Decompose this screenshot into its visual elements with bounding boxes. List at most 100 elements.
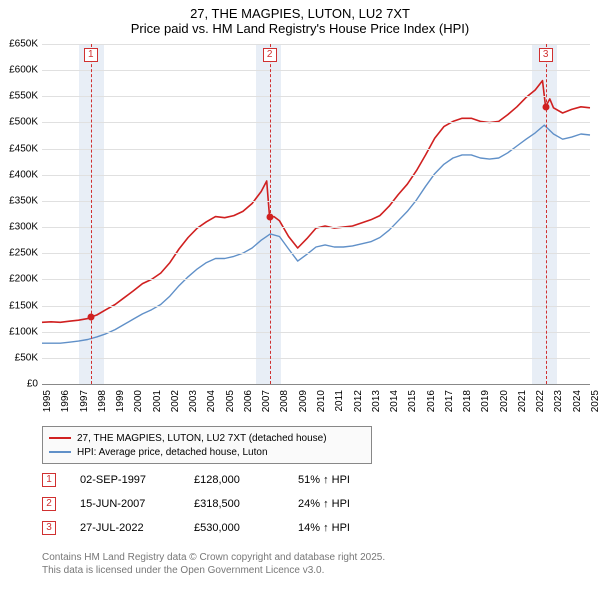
gridline: [42, 175, 590, 176]
legend-row: HPI: Average price, detached house, Luto…: [49, 445, 365, 459]
sales-row-pct: 24% ↑ HPI: [298, 498, 388, 510]
sales-row-price: £128,000: [194, 474, 274, 486]
sale-marker-dot: [87, 314, 94, 321]
gridline: [42, 332, 590, 333]
x-tick-label: 2005: [225, 390, 236, 412]
x-tick-label: 1998: [97, 390, 108, 412]
x-tick-label: 2016: [426, 390, 437, 412]
gridline: [42, 358, 590, 359]
y-tick-label: £250K: [9, 248, 38, 259]
x-tick-label: 2013: [371, 390, 382, 412]
gridline: [42, 44, 590, 45]
legend-row: 27, THE MAGPIES, LUTON, LU2 7XT (detache…: [49, 431, 365, 445]
sale-marker-line: [91, 44, 92, 384]
chart-svg: [42, 44, 590, 384]
y-tick-label: £550K: [9, 91, 38, 102]
sales-row-pct: 14% ↑ HPI: [298, 522, 388, 534]
y-tick-label: £100K: [9, 326, 38, 337]
gridline: [42, 149, 590, 150]
y-tick-label: £300K: [9, 222, 38, 233]
legend: 27, THE MAGPIES, LUTON, LU2 7XT (detache…: [42, 426, 372, 464]
x-tick-label: 2024: [572, 390, 583, 412]
sales-row-date: 15-JUN-2007: [80, 498, 170, 510]
x-tick-label: 1995: [42, 390, 53, 412]
sales-row-marker: 1: [42, 473, 56, 487]
series-hpi: [42, 125, 590, 343]
x-tick-label: 1996: [60, 390, 71, 412]
x-axis: 1995 1996 1997 1998 1999 2000 2001 2002 2003 2004…: [42, 386, 590, 426]
sale-marker-box: 2: [263, 48, 277, 62]
sales-row-price: £318,500: [194, 498, 274, 510]
legend-label: HPI: Average price, detached house, Luto…: [77, 447, 268, 458]
chart-container: 27, THE MAGPIES, LUTON, LU2 7XT Price pa…: [0, 0, 600, 590]
x-tick-label: 2003: [188, 390, 199, 412]
legend-label: 27, THE MAGPIES, LUTON, LU2 7XT (detache…: [77, 433, 327, 444]
sales-row-date: 27-JUL-2022: [80, 522, 170, 534]
gridline: [42, 122, 590, 123]
y-tick-label: £150K: [9, 300, 38, 311]
gridline: [42, 201, 590, 202]
y-tick-label: £200K: [9, 274, 38, 285]
sale-marker-dot: [266, 214, 273, 221]
x-tick-label: 2007: [261, 390, 272, 412]
x-tick-label: 1997: [79, 390, 90, 412]
x-tick-label: 2020: [499, 390, 510, 412]
gridline: [42, 384, 590, 385]
gridline: [42, 253, 590, 254]
x-tick-label: 2019: [480, 390, 491, 412]
y-tick-label: £600K: [9, 65, 38, 76]
title-subtitle: Price paid vs. HM Land Registry's House …: [0, 21, 600, 36]
gridline: [42, 279, 590, 280]
x-tick-label: 2017: [444, 390, 455, 412]
y-tick-label: £350K: [9, 195, 38, 206]
sale-marker-box: 1: [84, 48, 98, 62]
sales-row-date: 02-SEP-1997: [80, 474, 170, 486]
footnote: Contains HM Land Registry data © Crown c…: [42, 552, 385, 577]
x-tick-label: 2012: [353, 390, 364, 412]
x-tick-label: 2010: [316, 390, 327, 412]
legend-swatch: [49, 451, 71, 453]
sales-table: 1 02-SEP-1997 £128,000 51% ↑ HPI 2 15-JUN-200…: [42, 468, 388, 540]
x-tick-label: 2011: [334, 390, 345, 412]
x-tick-label: 2002: [170, 390, 181, 412]
x-tick-label: 2015: [407, 390, 418, 412]
y-tick-label: £650K: [9, 39, 38, 50]
footnote-line2: This data is licensed under the Open Gov…: [42, 565, 385, 578]
x-tick-label: 1999: [115, 390, 126, 412]
x-tick-label: 2004: [206, 390, 217, 412]
sales-row: 3 27-JUL-2022 £530,000 14% ↑ HPI: [42, 516, 388, 540]
gridline: [42, 227, 590, 228]
x-tick-label: 2022: [535, 390, 546, 412]
sales-row: 1 02-SEP-1997 £128,000 51% ↑ HPI: [42, 468, 388, 492]
x-tick-label: 2001: [152, 390, 163, 412]
gridline: [42, 96, 590, 97]
sales-row-marker: 3: [42, 521, 56, 535]
x-tick-label: 2009: [298, 390, 309, 412]
x-tick-label: 2000: [133, 390, 144, 412]
sales-row-marker: 2: [42, 497, 56, 511]
x-tick-label: 2025: [590, 390, 600, 412]
x-tick-label: 2018: [462, 390, 473, 412]
legend-swatch: [49, 437, 71, 439]
x-tick-label: 2021: [517, 390, 528, 412]
sales-row-pct: 51% ↑ HPI: [298, 474, 388, 486]
sale-marker-box: 3: [539, 48, 553, 62]
sale-marker-line: [546, 44, 547, 384]
sale-marker-dot: [542, 103, 549, 110]
x-tick-label: 2014: [389, 390, 400, 412]
x-tick-label: 2006: [243, 390, 254, 412]
y-axis: £0£50K£100K£150K£200K£250K£300K£350K£400…: [0, 44, 40, 384]
title-address: 27, THE MAGPIES, LUTON, LU2 7XT: [0, 6, 600, 21]
gridline: [42, 306, 590, 307]
chart-plot-area: 1 2 3: [42, 44, 590, 384]
sales-row: 2 15-JUN-2007 £318,500 24% ↑ HPI: [42, 492, 388, 516]
y-tick-label: £500K: [9, 117, 38, 128]
x-tick-label: 2023: [553, 390, 564, 412]
footnote-line1: Contains HM Land Registry data © Crown c…: [42, 552, 385, 565]
y-tick-label: £0: [27, 379, 38, 390]
y-tick-label: £450K: [9, 143, 38, 154]
sales-row-price: £530,000: [194, 522, 274, 534]
title-block: 27, THE MAGPIES, LUTON, LU2 7XT Price pa…: [0, 0, 600, 38]
gridline: [42, 70, 590, 71]
x-tick-label: 2008: [279, 390, 290, 412]
